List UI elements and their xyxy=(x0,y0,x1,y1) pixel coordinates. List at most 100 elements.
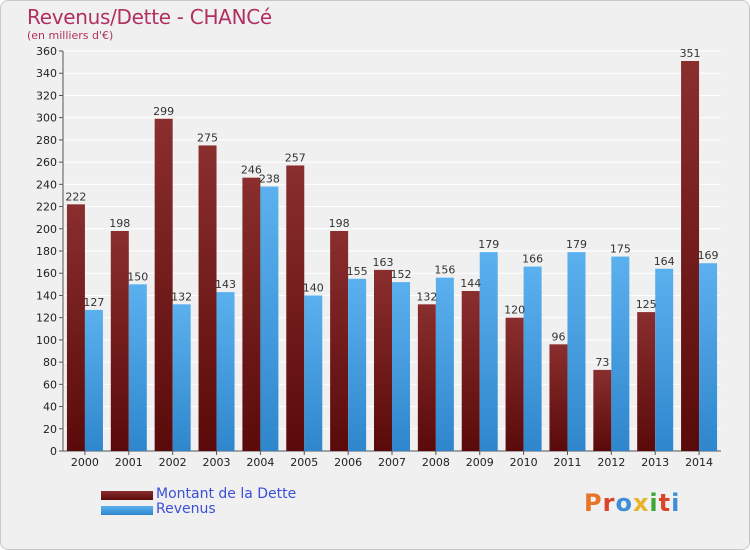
data-label-debt: 132 xyxy=(416,290,437,303)
bar-revenue xyxy=(216,292,235,451)
y-tick-label: 220 xyxy=(36,201,57,214)
data-label-revenue: 166 xyxy=(522,253,543,266)
logo-letter: t xyxy=(658,489,672,517)
bar-revenue xyxy=(479,252,498,451)
bar-debt xyxy=(681,61,700,451)
y-tick-label: 240 xyxy=(36,178,57,191)
legend-swatch-debt xyxy=(101,491,153,500)
data-label-revenue: 127 xyxy=(83,296,104,309)
y-tick-label: 60 xyxy=(43,378,57,391)
bar-revenue xyxy=(304,295,323,451)
bar-debt xyxy=(66,204,85,451)
data-label-debt: 275 xyxy=(197,131,218,144)
x-tick-label: 2010 xyxy=(510,456,538,469)
data-label-revenue: 156 xyxy=(434,264,455,277)
logo-letter: i xyxy=(649,489,659,517)
data-label-revenue: 164 xyxy=(654,255,675,268)
proxiti-logo: Proxiti xyxy=(584,489,680,517)
data-label-debt: 73 xyxy=(595,356,609,369)
x-tick-label: 2007 xyxy=(378,456,406,469)
x-tick-label: 2002 xyxy=(159,456,187,469)
data-label-revenue: 179 xyxy=(566,238,587,251)
bar-debt xyxy=(637,312,656,451)
y-tick-label: 80 xyxy=(43,356,57,369)
bar-debt xyxy=(461,291,480,451)
bar-debt xyxy=(330,231,349,451)
data-label-revenue: 179 xyxy=(478,238,499,251)
y-tick-label: 360 xyxy=(36,45,57,58)
bar-revenue xyxy=(84,309,103,451)
y-tick-label: 320 xyxy=(36,89,57,102)
data-label-revenue: 169 xyxy=(698,249,719,262)
bar-debt xyxy=(374,269,392,451)
bar-revenue xyxy=(567,252,586,451)
data-label-debt: 246 xyxy=(241,164,262,177)
y-tick-label: 200 xyxy=(36,223,57,236)
x-tick-label: 2005 xyxy=(290,456,318,469)
x-tick-label: 2001 xyxy=(115,456,143,469)
x-tick-label: 2012 xyxy=(597,456,625,469)
bar-revenue xyxy=(260,186,279,452)
bar-revenue xyxy=(699,263,718,451)
bar-revenue xyxy=(172,304,191,451)
bar-debt xyxy=(242,177,261,451)
data-label-debt: 257 xyxy=(285,151,306,164)
y-tick-label: 180 xyxy=(36,245,57,258)
y-tick-label: 260 xyxy=(36,156,57,169)
x-tick-label: 2011 xyxy=(553,456,581,469)
data-label-revenue: 140 xyxy=(303,281,324,294)
bar-revenue xyxy=(128,284,147,451)
bar-revenue xyxy=(655,268,674,451)
data-label-debt: 299 xyxy=(153,105,174,118)
y-tick-label: 300 xyxy=(36,112,57,125)
data-label-debt: 96 xyxy=(551,330,565,343)
bar-debt xyxy=(593,369,612,451)
data-label-revenue: 132 xyxy=(171,290,192,303)
bar-debt xyxy=(549,344,568,451)
chart-title: Revenus/Dette - CHANCé xyxy=(27,5,272,29)
bar-debt xyxy=(198,145,217,451)
x-tick-label: 2009 xyxy=(466,456,494,469)
x-tick-label: 2013 xyxy=(641,456,669,469)
x-tick-label: 2000 xyxy=(71,456,99,469)
data-label-debt: 351 xyxy=(680,47,701,60)
x-tick-label: 2004 xyxy=(246,456,274,469)
bar-revenue xyxy=(611,256,630,451)
data-label-revenue: 175 xyxy=(610,243,631,256)
logo-letter: r xyxy=(602,489,616,517)
data-label-debt: 198 xyxy=(329,217,350,230)
bar-debt xyxy=(286,165,305,451)
legend-label-debt: Montant de la Dette xyxy=(156,486,297,502)
bar-debt xyxy=(154,118,173,452)
x-tick-label: 2006 xyxy=(334,456,362,469)
x-tick-label: 2008 xyxy=(422,456,450,469)
data-label-debt: 198 xyxy=(109,217,130,230)
data-label-revenue: 150 xyxy=(127,270,148,283)
y-tick-label: 160 xyxy=(36,267,57,280)
bar-revenue xyxy=(348,278,367,451)
bar-debt xyxy=(505,317,524,451)
x-tick-label: 2014 xyxy=(685,456,713,469)
y-tick-label: 40 xyxy=(43,401,57,414)
legend-swatch-revenue xyxy=(101,506,153,515)
data-label-debt: 144 xyxy=(460,277,481,290)
data-label-revenue: 143 xyxy=(215,278,236,291)
data-label-revenue: 152 xyxy=(391,268,412,281)
data-label-debt: 222 xyxy=(65,190,86,203)
y-tick-label: 340 xyxy=(36,67,57,80)
data-label-revenue: 238 xyxy=(259,173,280,186)
bar-debt xyxy=(417,304,436,451)
chart-subtitle: (en milliers d'€) xyxy=(27,29,114,42)
logo-letter: o xyxy=(615,489,633,517)
data-label-debt: 120 xyxy=(504,304,525,317)
y-tick-label: 100 xyxy=(36,334,57,347)
legend-label-revenue: Revenus xyxy=(156,501,216,517)
bar-revenue xyxy=(392,282,410,451)
x-tick-label: 2003 xyxy=(203,456,231,469)
y-tick-label: 140 xyxy=(36,289,57,302)
y-tick-label: 20 xyxy=(43,423,57,436)
y-tick-label: 120 xyxy=(36,312,57,325)
logo-letter: i xyxy=(671,489,681,517)
